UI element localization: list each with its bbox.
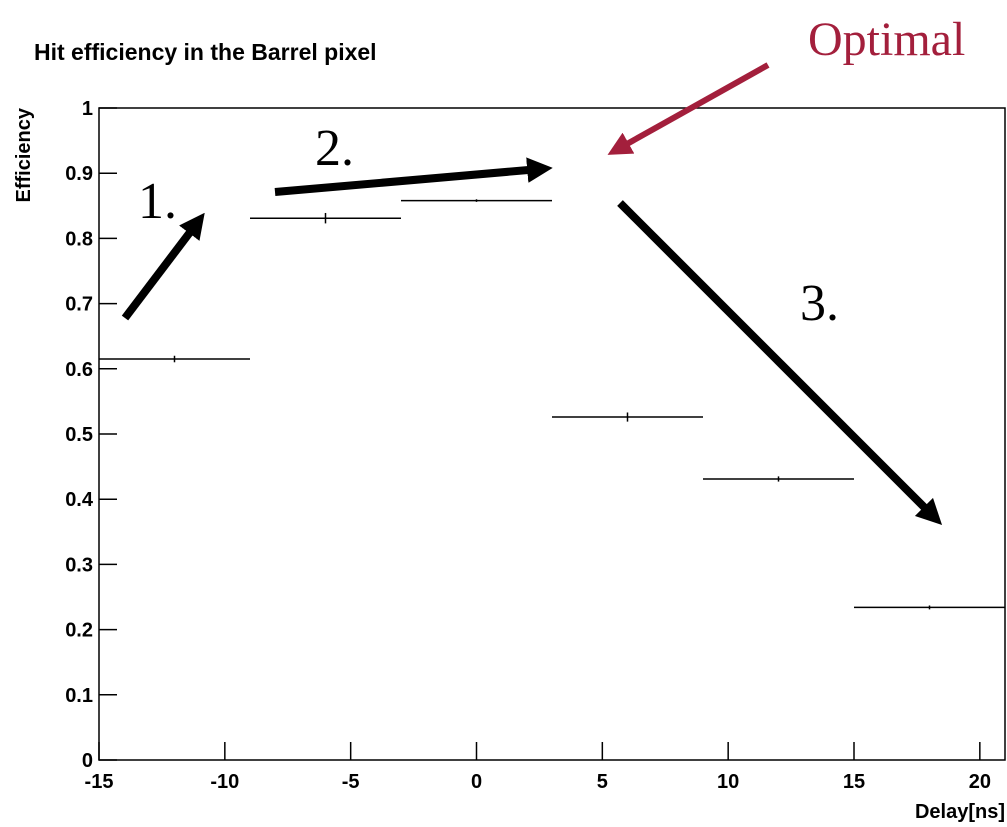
y-tick-label: 0.1: [65, 685, 93, 707]
x-tick-label: -5: [342, 771, 360, 793]
x-tick-label: 15: [843, 771, 865, 793]
annotation: 2.: [315, 120, 354, 177]
x-tick-label: -10: [210, 771, 239, 793]
y-tick-label: 0.6: [65, 359, 93, 381]
arrow-optimal: [607, 62, 770, 155]
y-tick-label: 0.3: [65, 554, 93, 576]
annotation: 3.: [800, 275, 839, 332]
y-tick-label: 1: [82, 98, 93, 120]
x-tick-label: -15: [85, 771, 114, 793]
arrow: [121, 212, 205, 321]
x-tick-label: 10: [717, 771, 739, 793]
y-tick-label: 0.8: [65, 228, 93, 250]
x-tick-label: 20: [969, 771, 991, 793]
x-axis-label: Delay[ns]: [915, 801, 1005, 823]
annotation-optimal: Optimal: [808, 13, 965, 66]
y-axis-label: Efficiency: [13, 107, 35, 202]
y-tick-label: 0.2: [65, 620, 93, 642]
y-tick-label: 0: [82, 750, 93, 772]
chart-title: Hit efficiency in the Barrel pixel: [34, 39, 377, 65]
plot-frame: [98, 107, 1006, 761]
arrow: [274, 157, 553, 196]
x-tick-label: 5: [597, 771, 608, 793]
arrow: [617, 200, 943, 526]
y-tick-label: 0.4: [65, 489, 94, 511]
y-tick-label: 0.7: [65, 294, 93, 316]
x-tick-label: 0: [471, 771, 482, 793]
annotation: 1.: [138, 173, 177, 230]
y-tick-label: 0.5: [65, 424, 93, 446]
y-tick-label: 0.9: [65, 163, 93, 185]
